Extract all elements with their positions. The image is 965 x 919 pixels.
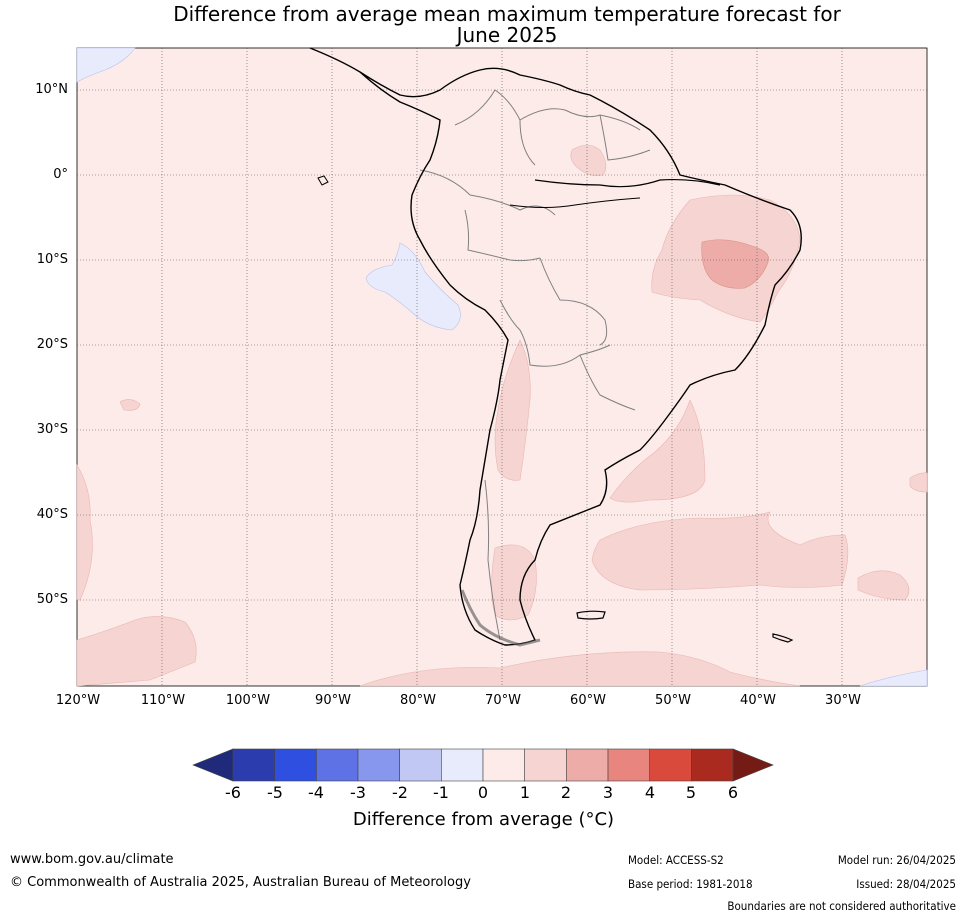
lon-label-110w: 110°W xyxy=(140,693,186,708)
colorbar-tick: -1 xyxy=(433,783,449,802)
lon-label-80w: 80°W xyxy=(400,693,436,708)
amazon-river xyxy=(534,178,721,188)
country-borders xyxy=(419,89,651,641)
warm-anomaly-atlantic-band xyxy=(591,511,849,591)
cool-anomaly-top-left xyxy=(76,47,136,83)
warm-anomaly-far-east xyxy=(857,570,910,601)
falkland-islands xyxy=(576,610,606,620)
footer-url[interactable]: www.bom.gov.au/climate xyxy=(10,852,174,867)
map-title: Difference from average mean maximum tem… xyxy=(0,4,965,46)
colorbar-tick: 2 xyxy=(560,783,572,802)
lat-label-10s: 10°S xyxy=(36,252,68,267)
colorbar-extend-high xyxy=(732,748,774,782)
colorbar-cell xyxy=(232,748,275,782)
colorbar-tick: 3 xyxy=(602,783,614,802)
lat-label-50s: 50°S xyxy=(36,592,68,607)
footer-copyright: © Commonwealth of Australia 2025, Austra… xyxy=(10,875,471,890)
lon-label-30w: 30°W xyxy=(825,693,861,708)
colorbar-cell xyxy=(357,748,400,782)
colorbar-tick: 0 xyxy=(477,783,489,802)
colorbar-cell xyxy=(274,748,317,782)
title-line-2: June 2025 xyxy=(456,23,558,47)
coastline xyxy=(309,47,802,646)
colorbar-tick: -5 xyxy=(267,783,283,802)
colorbar-cell xyxy=(399,748,442,782)
colorbar-tick: 6 xyxy=(727,783,739,802)
lat-label-20s: 20°S xyxy=(36,337,68,352)
colorbar-cell xyxy=(524,748,567,782)
footer-model-run: Model run: 26/04/2025 xyxy=(837,853,956,867)
colorbar-cell xyxy=(482,748,525,782)
footer-issued: Issued: 28/04/2025 xyxy=(856,877,956,891)
warm-anomaly-brazil-core xyxy=(701,239,769,289)
footer-base-period: Base period: 1981-2018 xyxy=(628,877,753,891)
footer-model: Model: ACCESS-S2 xyxy=(628,853,724,867)
colorbar-cell xyxy=(607,748,650,782)
south-georgia xyxy=(772,633,794,643)
cool-anomaly-bottom-right xyxy=(859,669,928,687)
footer-disclaimer: Boundaries are not considered authoritat… xyxy=(727,899,956,913)
colorbar-extend-low xyxy=(192,748,234,782)
title-line-1: Difference from average mean maximum tem… xyxy=(173,2,841,26)
warm-anomaly-patagonia xyxy=(491,544,537,621)
colorbar-cell xyxy=(566,748,609,782)
colorbar xyxy=(192,748,774,782)
colorbar-tick: 1 xyxy=(519,783,531,802)
warm-anomaly-small-west xyxy=(119,399,141,411)
warm-anomaly-east-edge xyxy=(909,472,928,493)
colorbar-tick: -6 xyxy=(225,783,241,802)
lat-label-30s: 30°S xyxy=(36,422,68,437)
warm-anomaly-andes xyxy=(494,339,531,481)
colorbar-tick: -4 xyxy=(308,783,324,802)
cool-anomaly-peru-coast xyxy=(365,242,461,331)
colorbar-tick: 5 xyxy=(685,783,697,802)
lat-label-10n: 10°N xyxy=(35,82,68,97)
lon-label-120w: 120°W xyxy=(55,693,101,708)
lon-label-60w: 60°W xyxy=(570,693,606,708)
warm-anomaly-west-edge xyxy=(76,463,93,601)
colorbar-cell xyxy=(441,748,484,782)
lon-label-70w: 70°W xyxy=(485,693,521,708)
amazon-tributary xyxy=(509,197,641,208)
colorbar-tick: -3 xyxy=(350,783,366,802)
warm-anomaly-amazon xyxy=(570,144,607,176)
galapagos-islands xyxy=(317,175,329,186)
lon-label-90w: 90°W xyxy=(315,693,351,708)
colorbar-cell xyxy=(691,748,734,782)
lat-label-40s: 40°S xyxy=(36,507,68,522)
warm-anomaly-southwest xyxy=(76,616,197,687)
colorbar-label: Difference from average (°C) xyxy=(352,809,615,830)
map-canvas xyxy=(76,47,928,687)
colorbar-tick: -2 xyxy=(392,783,408,802)
warm-anomaly-southern-band xyxy=(359,651,801,687)
lat-label-0: 0° xyxy=(53,167,68,182)
colorbar-cell xyxy=(316,748,359,782)
lon-label-50w: 50°W xyxy=(655,693,691,708)
lon-label-100w: 100°W xyxy=(225,693,271,708)
lon-label-40w: 40°W xyxy=(740,693,776,708)
forecast-map: 10°N 0° 10°S 20°S 30°S 40°S 50°S 120°W 1… xyxy=(35,47,928,708)
colorbar-cell xyxy=(649,748,692,782)
tierra-del-fuego xyxy=(460,589,541,647)
warm-anomaly-south-atlantic xyxy=(609,399,706,503)
colorbar-tick: 4 xyxy=(644,783,656,802)
